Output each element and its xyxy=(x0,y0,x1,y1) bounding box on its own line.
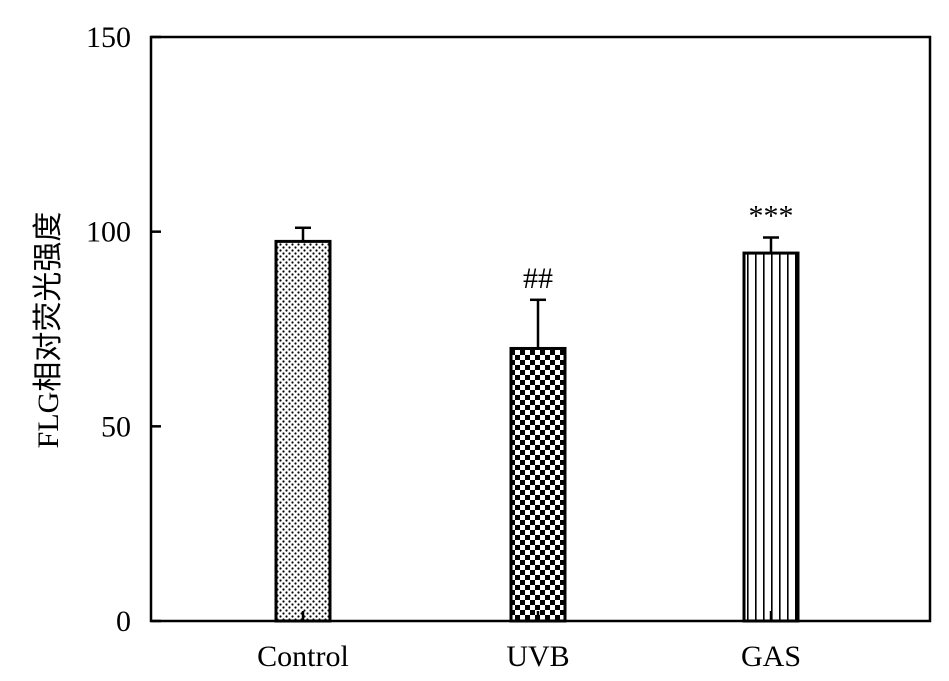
y-tick-label-0: 0 xyxy=(116,605,131,638)
y-tick-label-3: 150 xyxy=(86,21,131,54)
x-tick-label-control: Control xyxy=(257,640,349,673)
y-axis-label-group: FLG相对荧光强度 xyxy=(32,212,65,449)
y-axis-label: FLG相对荧光强度 xyxy=(32,212,65,449)
bar-gas xyxy=(742,251,800,623)
y-tick-label-1: 50 xyxy=(101,410,131,443)
plot-frame xyxy=(149,35,932,623)
plot-area: 0 50 100 150 Control UVB ## GAS *** xyxy=(86,21,801,673)
annotation-uvb: ## xyxy=(523,262,553,295)
y-tick-label-2: 100 xyxy=(86,216,131,249)
x-tick-label-uvb: UVB xyxy=(506,640,569,673)
annotation-gas: *** xyxy=(749,200,794,233)
bar-control xyxy=(274,239,332,623)
x-tick-label-gas: GAS xyxy=(741,640,801,673)
bar-uvb xyxy=(509,346,567,623)
